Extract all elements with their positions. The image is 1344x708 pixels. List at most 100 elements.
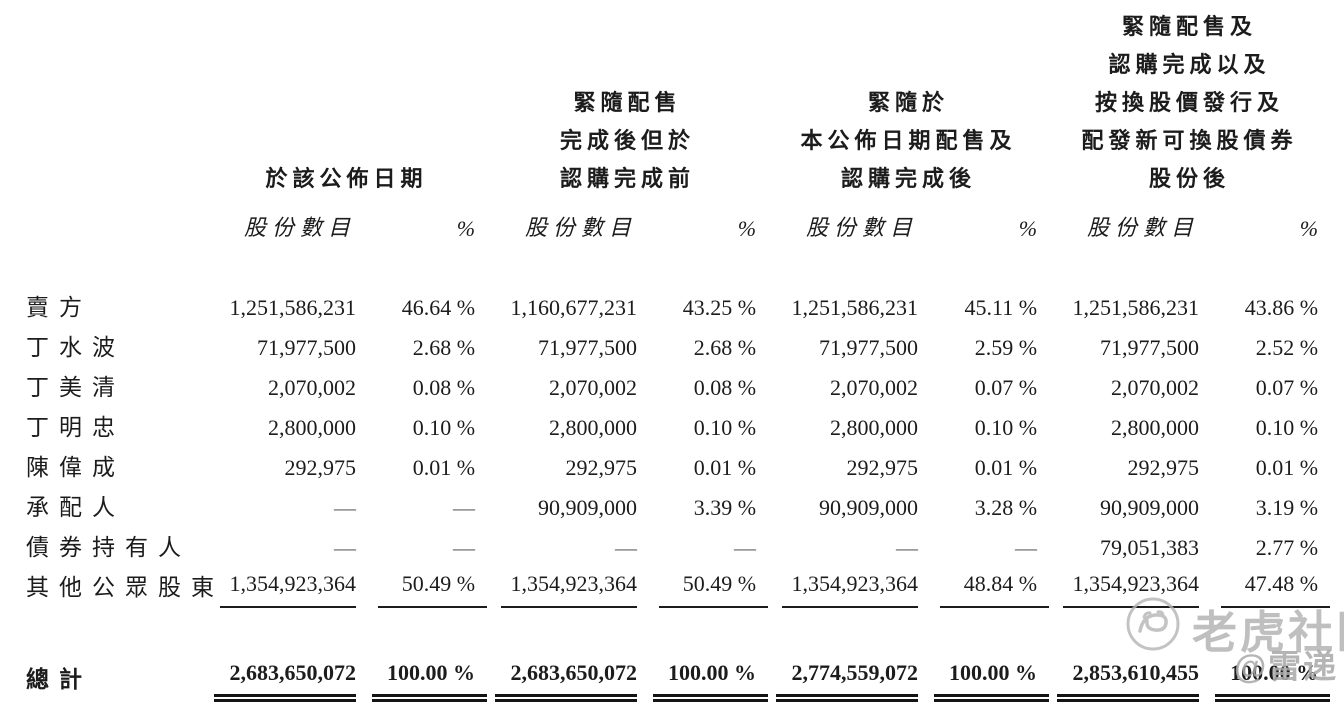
percent-cell: 2.59 % xyxy=(974,335,1038,360)
group-title-line: 緊隨於 xyxy=(868,90,950,115)
shares-cell: 292,975 xyxy=(846,455,919,480)
group-title-line: 認購完成前 xyxy=(560,166,696,191)
group-title-line: 配發新可換股債券 xyxy=(1081,128,1298,153)
percent-cell: 50.49 % xyxy=(378,568,488,608)
total-percent-cell: 100.00 % xyxy=(934,658,1050,702)
percent-cell: 0.10 % xyxy=(412,415,476,440)
total-percent-cell: 100.00 % xyxy=(653,658,769,702)
percent-cell: 0.07 % xyxy=(1255,375,1319,400)
total-shares-cell: 2,774,559,072 xyxy=(776,658,919,702)
percent-cell: 43.25 % xyxy=(682,295,757,320)
percent-cell: 0.07 % xyxy=(974,375,1038,400)
shares-cell: 71,977,500 xyxy=(819,335,919,360)
percent-cell: 3.39 % xyxy=(693,495,757,520)
percent-cell: 3.19 % xyxy=(1255,495,1319,520)
group-title-line: 股份後 xyxy=(1149,166,1231,191)
percent-cell: 0.01 % xyxy=(1255,455,1319,480)
percent-cell: 0.08 % xyxy=(693,375,757,400)
percent-cell: 0.01 % xyxy=(974,455,1038,480)
table-row-vendor: 賣方 1,251,586,231 46.64 % 1,160,677,231 4… xyxy=(26,288,1330,328)
shares-subheader: 股份數目 xyxy=(525,215,638,240)
shares-cell: 2,070,002 xyxy=(549,375,638,400)
total-shares-cell: 2,683,650,072 xyxy=(214,658,356,702)
shares-cell: 1,251,586,231 xyxy=(791,295,919,320)
percent-cell: 43.86 % xyxy=(1244,295,1319,320)
percent-cell: 0.01 % xyxy=(693,455,757,480)
shares-cell: 1,251,586,231 xyxy=(1072,295,1200,320)
shares-cell: 71,977,500 xyxy=(1100,335,1200,360)
table-row-bondholders: 債券持有人 — — — — — — 79,051,383 2.77 % xyxy=(26,528,1330,568)
shares-cell: 1,354,923,364 xyxy=(220,568,356,608)
percent-cell: — xyxy=(734,535,757,560)
group-title-line: 認購完成以及 xyxy=(1108,52,1271,77)
shares-cell: 292,975 xyxy=(284,455,357,480)
percent-subheader: % xyxy=(456,216,476,241)
percent-subheader: % xyxy=(1018,216,1038,241)
row-label: 陳偉成 xyxy=(26,455,125,480)
percent-cell: — xyxy=(453,535,476,560)
percent-subheader: % xyxy=(1299,216,1319,241)
shares-cell: 1,160,677,231 xyxy=(510,295,638,320)
shares-cell: 90,909,000 xyxy=(1100,495,1200,520)
percent-cell: 48.84 % xyxy=(940,568,1050,608)
shares-cell: 1,354,923,364 xyxy=(782,568,919,608)
row-label: 債券持有人 xyxy=(26,535,191,560)
table-row-ding-meiqing: 丁美清 2,070,002 0.08 % 2,070,002 0.08 % 2,… xyxy=(26,368,1330,408)
percent-cell: 2.68 % xyxy=(412,335,476,360)
shares-cell: — xyxy=(334,535,356,560)
row-label: 賣方 xyxy=(26,295,92,320)
percent-cell: 45.11 % xyxy=(964,295,1038,320)
shares-cell: — xyxy=(896,535,919,560)
table-row-ding-shuibo: 丁水波 71,977,500 2.68 % 71,977,500 2.68 % … xyxy=(26,328,1330,368)
column-group-header-2: 緊隨配售 完成後但於 認購完成前 xyxy=(487,8,768,198)
percent-cell: 2.68 % xyxy=(693,335,757,360)
total-percent-cell: 100.00 % xyxy=(1215,658,1331,702)
corner-cell xyxy=(26,8,206,198)
row-label: 丁明忠 xyxy=(26,415,125,440)
percent-cell: 0.10 % xyxy=(1255,415,1319,440)
shares-cell: 90,909,000 xyxy=(819,495,919,520)
table-row-ding-mingzhong: 丁明忠 2,800,000 0.10 % 2,800,000 0.10 % 2,… xyxy=(26,408,1330,448)
percent-cell: 3.28 % xyxy=(974,495,1038,520)
group-title-line: 於該公佈日期 xyxy=(265,166,428,191)
shares-cell: 2,800,000 xyxy=(549,415,638,440)
percent-cell: 46.64 % xyxy=(401,295,476,320)
percent-cell: 0.01 % xyxy=(412,455,476,480)
percent-cell: — xyxy=(1015,535,1038,560)
total-shares-cell: 2,853,610,455 xyxy=(1057,658,1200,702)
shares-cell: 292,975 xyxy=(565,455,638,480)
percent-cell: 0.08 % xyxy=(412,375,476,400)
percent-cell: — xyxy=(453,495,476,520)
shares-cell: 1,354,923,364 xyxy=(501,568,638,608)
shares-subheader: 股份數目 xyxy=(1087,215,1200,240)
shares-cell: 2,800,000 xyxy=(1111,415,1200,440)
row-label: 其他公眾股東 xyxy=(26,575,224,600)
corner-cell xyxy=(26,198,206,248)
percent-cell: 50.49 % xyxy=(659,568,769,608)
group-title-line: 緊隨配售 xyxy=(573,90,682,115)
shares-cell: 2,070,002 xyxy=(268,375,356,400)
column-group-header-3: 緊隨於 本公佈日期配售及 認購完成後 xyxy=(768,8,1049,198)
shares-cell: 71,977,500 xyxy=(538,335,638,360)
total-percent-cell: 100.00 % xyxy=(372,658,488,702)
shares-cell: 71,977,500 xyxy=(257,335,356,360)
shares-cell: 90,909,000 xyxy=(538,495,638,520)
shares-subheader: 股份數目 xyxy=(243,215,356,240)
shares-cell: 2,070,002 xyxy=(830,375,919,400)
group-title-line: 本公佈日期配售及 xyxy=(800,128,1017,153)
percent-cell: 2.52 % xyxy=(1255,335,1319,360)
total-row: 總計 2,683,650,072 100.00 % 2,683,650,072 … xyxy=(26,658,1331,702)
shares-cell: — xyxy=(334,495,356,520)
total-shares-cell: 2,683,650,072 xyxy=(495,658,638,702)
shares-cell: 2,070,002 xyxy=(1111,375,1200,400)
shares-subheader: 股份數目 xyxy=(806,215,919,240)
table-row-placees: 承配人 — — 90,909,000 3.39 % 90,909,000 3.2… xyxy=(26,488,1330,528)
group-title-line: 認購完成後 xyxy=(841,166,977,191)
shareholding-table: 於該公佈日期 緊隨配售 完成後但於 認購完成前 緊隨於 本公佈日期配售及 認購完… xyxy=(26,8,1331,702)
column-group-header-4: 緊隨配售及 認購完成以及 按換股價發行及 配發新可換股債券 股份後 xyxy=(1049,8,1330,198)
row-label: 丁美清 xyxy=(26,375,125,400)
shares-cell: 1,251,586,231 xyxy=(229,295,357,320)
shares-cell: 292,975 xyxy=(1127,455,1200,480)
column-group-header-1: 於該公佈日期 xyxy=(206,8,487,198)
